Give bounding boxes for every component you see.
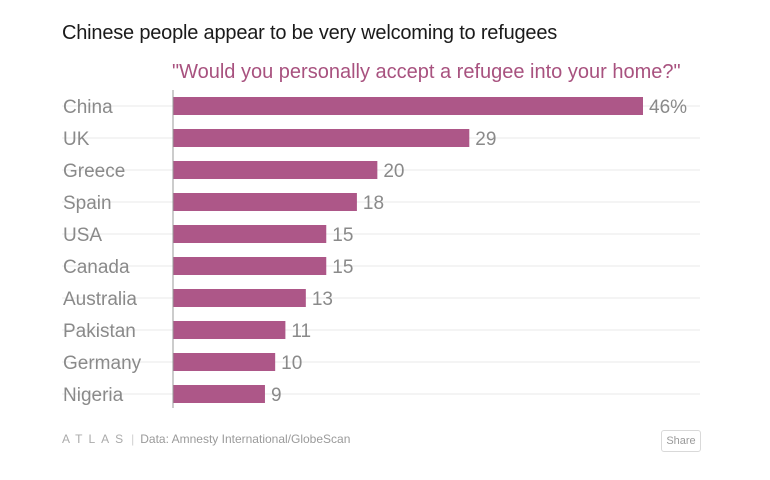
bar [173,129,470,147]
value-label: 10 [281,353,302,374]
bar [173,353,276,371]
category-label: UK [63,129,90,150]
bar [173,385,265,403]
bar [173,289,306,307]
chart-subtitle: "Would you personally accept a refugee i… [172,61,681,83]
value-label: 15 [332,257,353,278]
bar [173,321,286,339]
bar [173,225,327,243]
atlas-logo[interactable]: ATLAS [62,432,130,446]
footer-separator: | [131,432,135,446]
value-label: 18 [363,193,384,214]
value-label: 11 [291,321,311,342]
bar [173,257,327,275]
category-label: Spain [63,193,112,214]
category-label: USA [63,225,102,246]
chart-title: Chinese people appear to be very welcomi… [62,22,558,44]
value-label: 13 [312,289,333,310]
source-text: Data: Amnesty International/GlobeScan [140,432,351,446]
category-label: China [63,97,113,118]
share-button[interactable]: Share [661,430,701,452]
category-label: Canada [63,257,130,278]
bar-chart: China 46% UK 29 Greece 20 Spain 18 USA 15 Canada 15… [62,90,700,408]
category-label: Greece [63,161,125,182]
bar [173,97,643,115]
category-label: Germany [63,353,142,374]
bar [173,161,378,179]
category-label: Pakistan [63,321,136,342]
value-label: 15 [332,225,353,246]
category-label: Nigeria [63,385,124,406]
value-label: 46% [649,97,687,118]
footer: ATLAS | Data: Amnesty International/Glob… [62,432,350,446]
value-label: 9 [271,385,282,406]
value-label: 20 [383,161,404,182]
category-label: Australia [63,289,137,310]
value-label: 29 [475,129,496,150]
bar [173,193,357,211]
